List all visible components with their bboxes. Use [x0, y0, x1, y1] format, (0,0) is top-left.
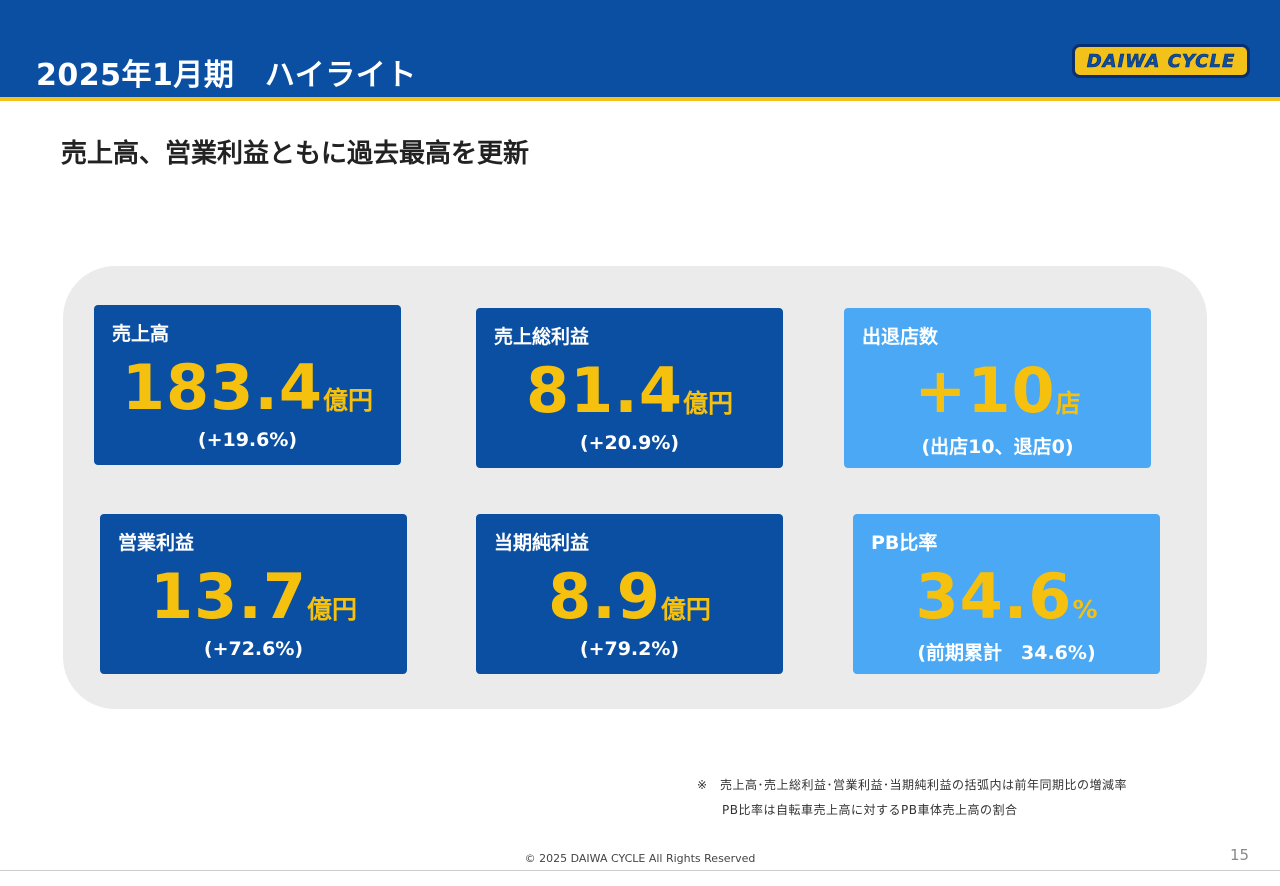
card-value-unit: 億円 — [306, 595, 357, 624]
card-value-number: 81.4 — [526, 354, 683, 427]
card-label: 営業利益 — [118, 532, 195, 554]
card-store-openings: 出退店数 +10店 (出店10、退店0) — [844, 308, 1151, 468]
card-value-number: +10 — [914, 354, 1056, 427]
card-value-number: 8.9 — [548, 560, 661, 633]
page-number: 15 — [1230, 846, 1250, 864]
card-value-unit: % — [1072, 595, 1098, 624]
card-value-number: 183.4 — [121, 351, 324, 424]
card-value-unit: 店 — [1055, 389, 1081, 418]
card-label: 売上高 — [112, 323, 170, 345]
card-label: 売上総利益 — [494, 326, 590, 348]
card-value: 13.7億円 — [100, 560, 407, 633]
card-label: 当期純利益 — [494, 532, 590, 554]
card-note: (+20.9%) — [579, 432, 680, 454]
card-value: 34.6% — [853, 560, 1160, 633]
card-note: (+72.6%) — [203, 638, 304, 660]
card-pb-ratio: PB比率 34.6% (前期累計 34.6%) — [853, 514, 1160, 674]
copyright: © 2025 DAIWA CYCLE All Rights Reserved — [524, 852, 756, 865]
card-value-number: 34.6 — [915, 560, 1073, 633]
card-value-number: 13.7 — [150, 560, 307, 633]
card-value-unit: 億円 — [682, 389, 733, 418]
header-divider — [0, 97, 1280, 101]
company-logo: DAIWA CYCLE — [1072, 44, 1250, 78]
card-note: (前期累計 34.6%) — [917, 642, 1096, 664]
page-title: 2025年1月期 ハイライト — [36, 58, 417, 93]
footer-divider — [0, 870, 1280, 871]
card-gross-profit: 売上総利益 81.4億円 (+20.9%) — [476, 308, 783, 468]
header-bar — [0, 0, 1280, 97]
card-value: 81.4億円 — [476, 354, 783, 427]
card-operating-profit: 営業利益 13.7億円 (+72.6%) — [100, 514, 407, 674]
card-note: (+79.2%) — [579, 638, 680, 660]
card-value: 8.9億円 — [476, 560, 783, 633]
card-value-unit: 億円 — [660, 595, 711, 624]
card-note: (+19.6%) — [197, 429, 298, 451]
card-label: PB比率 — [871, 532, 938, 554]
card-value: +10店 — [844, 354, 1151, 427]
card-value-unit: 億円 — [323, 386, 374, 415]
card-net-income: 当期純利益 8.9億円 (+79.2%) — [476, 514, 783, 674]
card-value: 183.4億円 — [94, 351, 401, 424]
footnote-2: PB比率は自転車売上高に対するPB車体売上高の割合 — [697, 803, 1018, 817]
card-note: (出店10、退店0) — [921, 436, 1074, 458]
slide-subtitle: 売上高、営業利益ともに過去最高を更新 — [61, 139, 530, 169]
card-label: 出退店数 — [862, 326, 939, 348]
footnote-1: ※ 売上高･売上総利益･営業利益･当期純利益の括弧内は前年同期比の増減率 — [697, 778, 1128, 792]
card-net-sales: 売上高 183.4億円 (+19.6%) — [94, 305, 401, 465]
